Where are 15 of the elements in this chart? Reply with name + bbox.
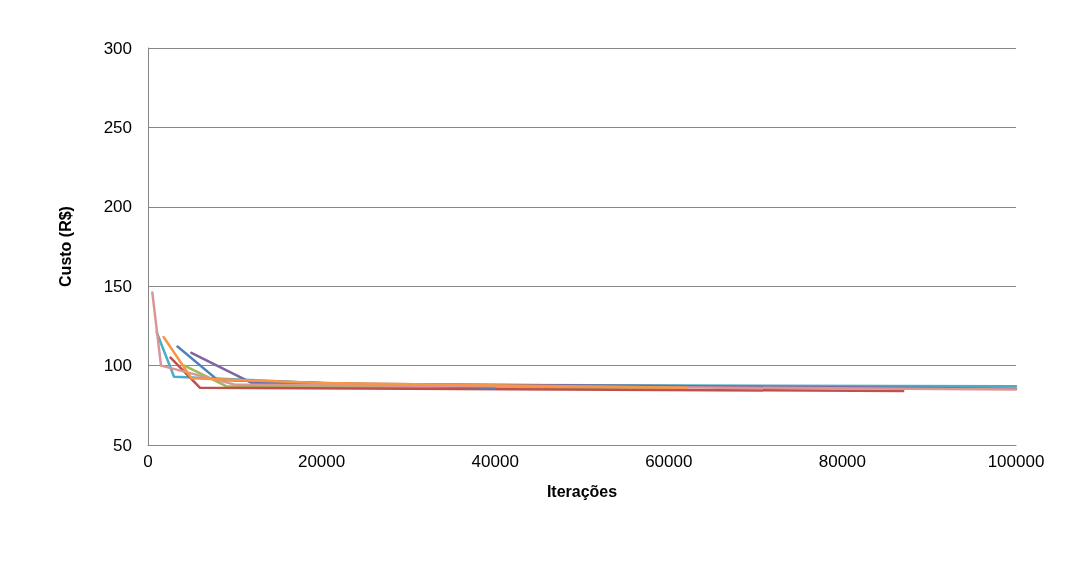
line-series [162, 335, 688, 390]
x-tick-label: 80000 [818, 452, 867, 471]
x-axis-title: Iterações [546, 482, 618, 500]
y-axis-title: Custo (R$) [56, 206, 74, 287]
x-tick-label: 0 [143, 452, 153, 471]
y-tick-label: 250 [103, 117, 132, 137]
x-tick-label: 60000 [645, 452, 693, 471]
x-tick-label: 20000 [297, 452, 346, 471]
y-tick-label: 150 [103, 276, 132, 296]
y-tick-label: 50 [113, 435, 132, 455]
y-tick-label: 200 [103, 197, 132, 217]
x-tick-label: 100000 [987, 452, 1045, 471]
y-tick-label: 300 [103, 38, 132, 58]
y-tick-label: 100 [103, 356, 132, 376]
x-tick-label: 40000 [471, 452, 519, 471]
